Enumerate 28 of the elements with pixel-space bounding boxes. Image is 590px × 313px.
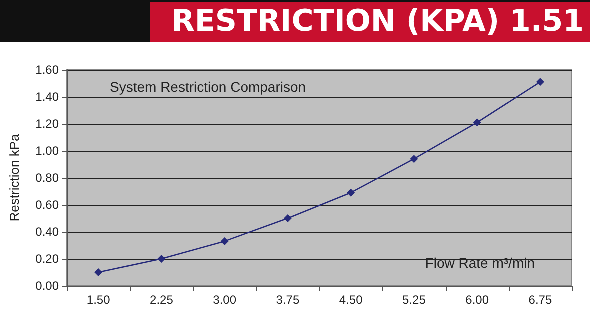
point <box>536 78 544 86</box>
point <box>473 118 482 127</box>
x-tick-label: 2.25 <box>150 293 174 307</box>
point <box>158 255 166 263</box>
point <box>220 237 229 246</box>
x-tick-label: 4.50 <box>339 293 364 307</box>
x-tick-label: 5.25 <box>402 293 426 307</box>
y-tick-label: 0.40 <box>36 225 60 239</box>
x-tick-label: 3.00 <box>213 293 237 307</box>
x-tick-label: 6.75 <box>528 293 552 307</box>
y-axis-title: Restriction kPa <box>7 134 22 222</box>
text: System Restriction Comparison <box>110 79 306 95</box>
y-tick-label: 0.80 <box>36 171 60 185</box>
point <box>347 188 356 197</box>
point <box>94 268 103 276</box>
chart-subtitle: RESTRICTION (KPA) 1.51 <box>150 2 590 42</box>
point <box>284 214 292 222</box>
y-tick-label: 1.00 <box>36 144 60 158</box>
y-tick-label: 0.20 <box>36 252 60 266</box>
y-tick-label: 1.60 <box>36 63 60 77</box>
y-tick-label: 0.00 <box>36 279 60 293</box>
y-tick-label: 1.20 <box>36 117 60 131</box>
point <box>410 155 418 164</box>
x-tick-label: 3.75 <box>276 293 300 307</box>
x-tick-label: 1.50 <box>86 293 111 307</box>
y-tick-label: 0.60 <box>36 198 60 212</box>
y-tick-label: 1.40 <box>36 90 60 104</box>
x-tick-label: 6.00 <box>466 293 490 307</box>
